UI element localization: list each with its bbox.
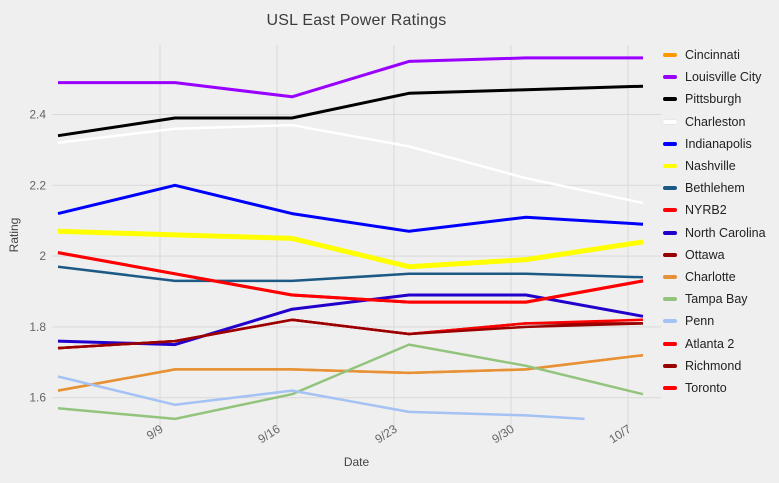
x-tick-label: 9/16 [255, 422, 282, 447]
y-tick-label: 2 [39, 249, 46, 263]
legend-swatch-icon [663, 297, 677, 302]
legend-label: Richmond [685, 358, 742, 373]
x-tick-label: 9/9 [144, 422, 166, 443]
chart-title: USL East Power Ratings [266, 12, 447, 29]
series-line-charlotte [57, 353, 644, 392]
legend-item-penn: Penn [663, 310, 779, 332]
legend-swatch-icon [663, 75, 677, 80]
legend-label: Tampa Bay [685, 292, 748, 307]
series-line-penn [57, 375, 585, 421]
legend-swatch-icon [663, 164, 677, 169]
legend-swatch-icon [663, 341, 677, 346]
legend-item-pittsburgh: Pittsburgh [663, 88, 779, 110]
legend-label: Penn [685, 314, 715, 329]
legend-label: Nashville [685, 159, 736, 174]
y-axis-title: Rating [7, 217, 21, 253]
legend-item-nyrb2: NYRB2 [663, 199, 779, 221]
x-axis-title: Date [343, 455, 370, 469]
legend-item-louisville-city: Louisville City [663, 66, 779, 88]
legend-label: Bethlehem [685, 181, 745, 196]
y-tick-label: 2.2 [29, 178, 46, 192]
series-line-nashville [57, 228, 644, 270]
legend-swatch-icon [663, 208, 677, 213]
legend-label: Indianapolis [685, 136, 752, 151]
series-line-pittsburgh [57, 84, 644, 138]
y-tick-label: 1.8 [29, 320, 46, 334]
legend-item-ottawa: Ottawa [663, 244, 779, 266]
legend-swatch-icon [663, 363, 677, 368]
legend-item-charleston: Charleston [663, 111, 779, 133]
x-tick-label: 9/23 [372, 422, 399, 447]
series-line-louisville-city [58, 56, 643, 99]
legend-swatch-icon [663, 274, 677, 279]
legend-label: North Carolina [685, 225, 766, 240]
legend-item-north-carolina: North Carolina [663, 222, 779, 244]
series-line-charleston [57, 123, 644, 205]
legend-item-toronto: Toronto [663, 377, 779, 399]
legend-item-cincinnati: Cincinnati [663, 44, 779, 66]
legend-swatch-icon [663, 319, 677, 324]
legend-swatch-icon [663, 119, 677, 124]
legend-label: NYRB2 [685, 203, 727, 218]
series-line-richmond [57, 318, 644, 350]
x-tick-label: 10/7 [606, 422, 633, 447]
legend: Cincinnati Louisville City Pittsburgh Charl… [663, 44, 779, 399]
series-line-bethlehem [57, 265, 644, 283]
legend-item-bethlehem: Bethlehem [663, 177, 779, 199]
legend-swatch-icon [663, 97, 677, 102]
legend-item-indianapolis: Indianapolis [663, 133, 779, 155]
y-tick-label: 1.6 [29, 391, 46, 405]
legend-label: Pittsburgh [685, 92, 742, 107]
legend-label: Cincinnati [685, 48, 740, 63]
legend-label: Toronto [685, 380, 727, 395]
series-line-tampa-bay [57, 343, 644, 421]
y-tick-label: 2.4 [29, 108, 46, 122]
legend-swatch-icon [663, 53, 677, 58]
legend-label: Charlotte [685, 269, 736, 284]
legend-label: Charleston [685, 114, 746, 129]
legend-item-charlotte: Charlotte [663, 266, 779, 288]
series-line-indianapolis [57, 183, 644, 233]
legend-label: Ottawa [685, 247, 725, 262]
series-line-north-carolina [57, 293, 644, 347]
legend-item-tampa-bay: Tampa Bay [663, 288, 779, 310]
legend-swatch-icon [663, 141, 677, 146]
legend-swatch-icon [663, 230, 677, 235]
x-tick-label: 9/30 [489, 422, 516, 447]
series-line-toronto [57, 251, 644, 304]
legend-item-nashville: Nashville [663, 155, 779, 177]
legend-swatch-icon [663, 385, 677, 390]
legend-label: Louisville City [685, 70, 762, 85]
legend-swatch-icon [663, 252, 677, 257]
legend-swatch-icon [663, 186, 677, 191]
legend-item-richmond: Richmond [663, 355, 779, 377]
legend-label: Atlanta 2 [685, 336, 735, 351]
legend-item-atlanta-2: Atlanta 2 [663, 332, 779, 354]
